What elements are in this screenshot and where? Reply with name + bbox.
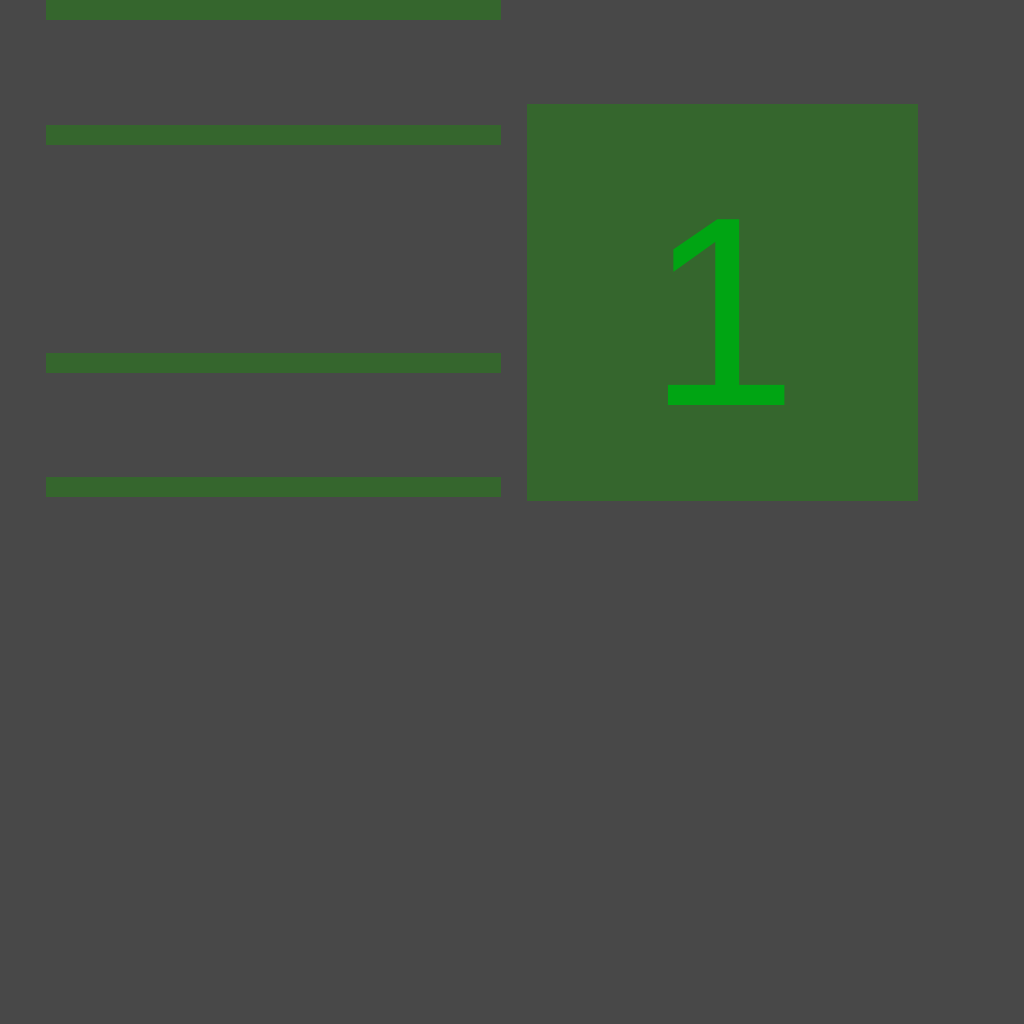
green-bar — [46, 0, 501, 20]
tile-number: 1 — [647, 161, 798, 463]
green-bar — [46, 477, 501, 497]
green-bar — [46, 353, 501, 373]
green-bar — [46, 125, 501, 145]
number-tile[interactable]: 1 — [527, 104, 918, 501]
